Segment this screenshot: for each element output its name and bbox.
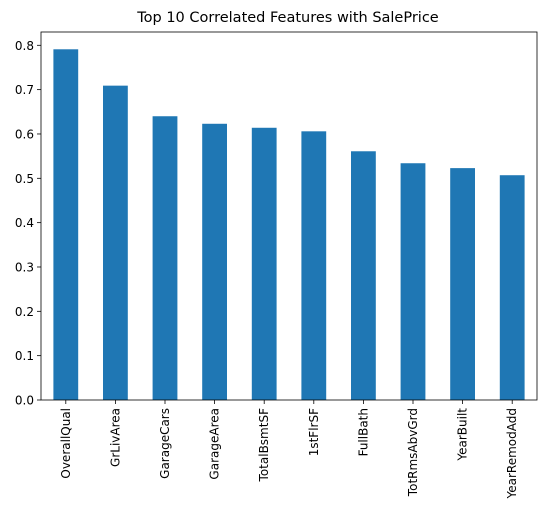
x-tick-label: GarageCars	[158, 408, 172, 479]
y-tick-label: 0.2	[15, 305, 34, 319]
bar-GarageArea	[202, 123, 227, 400]
bar-GarageCars	[152, 116, 178, 401]
bar-TotRmsAbvGrd	[400, 163, 426, 400]
x-tick-label: OverallQual	[59, 408, 73, 479]
plot-frame	[40, 31, 538, 401]
x-tick-label: YearRemodAdd	[505, 408, 519, 499]
x-tick-label: FullBath	[356, 408, 370, 456]
x-tick-label: 1stFlrSF	[307, 408, 321, 456]
y-tick-label: 0.4	[15, 216, 34, 230]
x-tick-label: TotRmsAbvGrd	[406, 408, 420, 497]
y-tick-label: 0.6	[15, 127, 34, 141]
bar-FullBath	[351, 151, 376, 400]
bar-GrLivArea	[103, 85, 128, 401]
bar-OverallQual	[53, 49, 79, 400]
y-tick-label: 0.7	[15, 83, 34, 97]
x-tick-label: GrLivArea	[108, 408, 122, 467]
bar-TotalBsmtSF	[251, 127, 277, 401]
y-tick-label: 0.0	[15, 394, 34, 408]
bar-1stFlrSF	[301, 131, 327, 400]
x-tick-label: GarageArea	[208, 408, 222, 480]
bars-layer	[53, 49, 525, 401]
y-tick-label: 0.3	[15, 260, 34, 274]
axes-layer: OverallQual GrLivArea GarageCars GarageArea…	[15, 31, 538, 499]
bar-YearRemodAdd	[499, 175, 525, 400]
x-tick-label: YearBuilt	[456, 408, 470, 462]
y-tick-label: 0.5	[15, 172, 34, 186]
y-tick-label: 0.1	[15, 349, 34, 363]
bar-YearBuilt	[450, 168, 475, 400]
chart-title: Top 10 Correlated Features with SalePric…	[136, 10, 439, 26]
y-tick-label: 0.8	[15, 39, 34, 53]
x-tick-label: TotalBsmtSF	[257, 408, 271, 483]
